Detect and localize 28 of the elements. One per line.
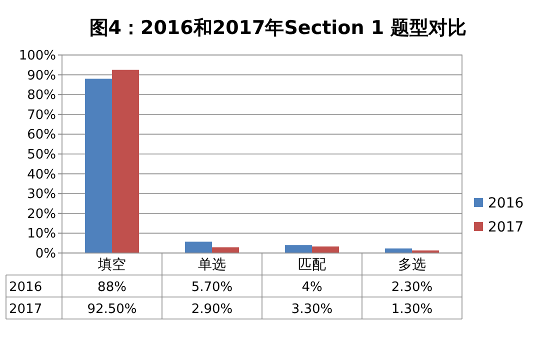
y-tick-label: 50% xyxy=(27,148,56,162)
y-tick-label: 0% xyxy=(35,246,56,262)
y-tick-label: 60% xyxy=(27,128,56,143)
x-tick-label: 填空 xyxy=(97,257,126,273)
data-label: 92.50% xyxy=(87,302,137,317)
data-label: 4% xyxy=(302,280,322,295)
text: 2017 xyxy=(9,302,42,317)
y-tick-label: 30% xyxy=(27,187,56,202)
y-tick-label: 90% xyxy=(27,68,56,84)
x-tick-label: 多选 xyxy=(398,257,426,273)
chart-title: 图4：2016和2017年Section 1 题型对比 xyxy=(89,17,467,39)
y-tick-label: 10% xyxy=(27,226,56,242)
x-tick-label: 匹配 xyxy=(298,257,326,273)
data-label: 5.70% xyxy=(191,280,233,295)
data-label: 88% xyxy=(98,280,126,295)
legend-label: 2016 xyxy=(488,196,524,212)
data-label: 3.30% xyxy=(291,302,333,317)
data-label: 2.30% xyxy=(391,280,433,295)
y-tick-label: 80% xyxy=(27,88,56,104)
data-label: 1.30% xyxy=(391,302,433,317)
legend-label: 2017 xyxy=(488,220,524,236)
y-tick-label: 70% xyxy=(27,108,56,123)
data-label: 2.90% xyxy=(191,302,233,317)
text: 2016 xyxy=(9,280,42,295)
y-tick-label: 20% xyxy=(27,206,56,222)
y-tick-label: 100% xyxy=(18,48,56,64)
x-tick-label: 单选 xyxy=(198,257,226,273)
y-tick-label: 40% xyxy=(27,167,56,182)
